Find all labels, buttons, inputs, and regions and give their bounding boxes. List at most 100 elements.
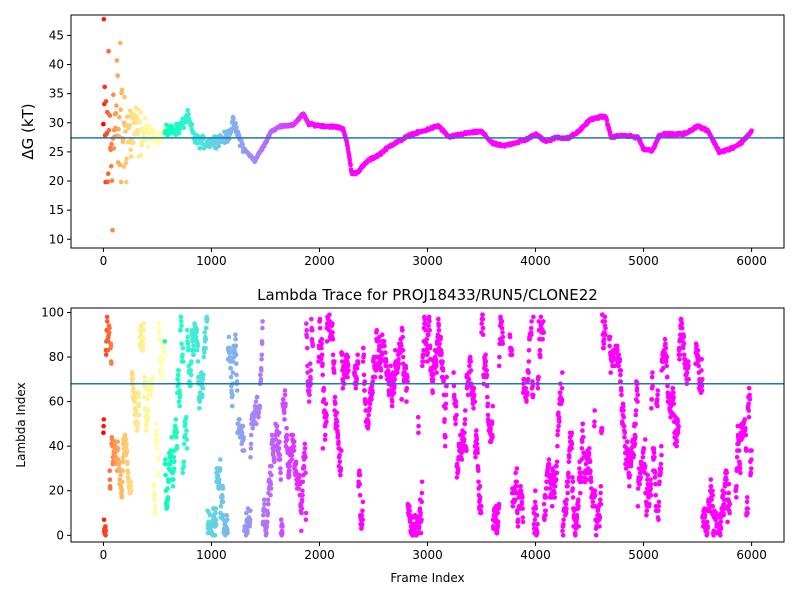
lambda-point [665,383,670,389]
lambda-point [400,354,406,360]
lambda-point [454,475,460,480]
lambda-point [499,319,505,324]
delta-g-point [111,92,116,97]
lambda-point [708,484,714,489]
lambda-point [181,459,187,465]
lambda-point [430,377,436,382]
delta-g-point [122,94,127,100]
lambda-point [188,368,193,373]
y-tick-label: 100 [41,305,64,319]
delta-g-point [118,107,123,112]
lambda-point [367,406,372,411]
lambda-point [628,463,634,469]
lambda-point [590,499,596,505]
lambda-point [648,477,653,482]
lambda-point [392,383,397,389]
delta-g-point [118,40,123,46]
lambda-point [598,497,603,503]
lambda-point [658,461,664,467]
delta-g-point [216,143,222,149]
lambda-point [379,357,384,362]
lambda-point [353,385,359,391]
lambda-point [269,472,274,478]
lambda-point [183,414,189,420]
lambda-point [578,470,583,476]
lambda-point [592,492,598,498]
lambda-point [552,495,558,500]
lambda-point [132,390,137,396]
lambda-point [459,457,465,462]
lambda-point [635,399,640,404]
lambda-point [218,504,224,509]
lambda-point [278,477,284,482]
lambda-point [323,401,329,407]
lambda-point [490,435,495,440]
lambda-point [268,486,274,491]
lambda-point [512,497,518,503]
lambda-point [266,501,271,507]
lambda-point [601,336,607,342]
delta-g-point [137,119,142,124]
lambda-point [710,504,716,509]
lambda-point [713,517,719,522]
lambda-point [530,379,535,384]
lambda-point [383,350,388,355]
lambda-point [304,321,309,326]
lambda-point [154,432,160,438]
lambda-point [280,524,285,529]
delta-g-point [118,179,124,185]
lambda-point [278,466,283,471]
lambda-point [420,359,426,364]
lambda-point [451,370,456,375]
delta-g-point [124,179,129,185]
lambda-point [254,394,260,400]
lambda-point [399,343,404,349]
delta-g-point [124,156,129,161]
lambda-point [221,513,226,518]
lambda-point [471,406,476,411]
lambda-point [303,517,309,522]
lambda-point [725,519,730,525]
delta-g-point [186,112,191,117]
lambda-point [526,348,532,353]
lambda-point [177,403,182,409]
lambda-point [260,319,265,324]
lambda-point [681,352,687,358]
lambda-point [656,517,661,522]
lambda-point [276,446,282,451]
lambda-point [490,403,496,409]
lambda-point [495,510,501,516]
lambda-point [434,363,439,369]
lambda-point [161,350,167,355]
lambda-point [176,399,182,404]
lambda-point [202,350,207,355]
lambda-point [359,513,365,518]
lambda-point [334,419,340,425]
lambda-point [217,481,222,487]
lambda-point [106,330,112,335]
lambda-point [598,484,604,489]
lambda-point [696,363,701,369]
lambda-point [621,423,627,429]
lambda-point [710,492,715,498]
lambda-point [212,533,218,538]
lambda-point [152,504,158,509]
lambda-point [369,397,374,402]
lambda-point [327,312,332,318]
lambda-point [300,492,305,498]
lambda-point [403,365,409,371]
lambda-point [155,446,160,451]
lambda-point [338,472,343,478]
lambda-point [543,513,548,518]
delta-g-point [127,123,133,128]
lambda-point [264,530,269,536]
lambda-point [169,435,174,440]
lambda-point [124,448,130,453]
lambda-point [679,325,685,331]
lambda-point [676,345,682,351]
lambda-point [378,368,384,373]
lambda-point [569,441,575,447]
lambda-point [137,403,142,409]
lambda-point [257,403,263,409]
